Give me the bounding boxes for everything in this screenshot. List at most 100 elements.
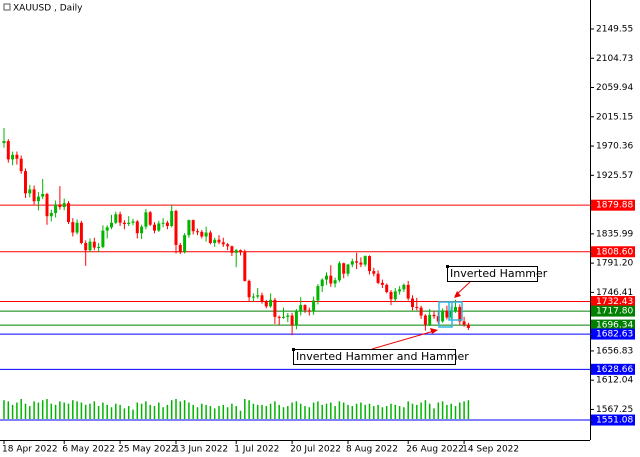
volume-bar [269, 403, 272, 419]
volume-bar [381, 407, 384, 419]
volume-bar [59, 401, 61, 419]
candle-body [84, 242, 88, 251]
candle-body [24, 171, 27, 194]
volume-bar [209, 406, 212, 419]
candle-body [363, 256, 367, 265]
volume-bar [97, 406, 100, 419]
candle-body [165, 222, 169, 227]
annotation-box [447, 266, 538, 282]
candle-body [239, 250, 242, 253]
candle-body [402, 284, 406, 290]
volume-bar [416, 404, 418, 419]
volume-bar [84, 404, 87, 419]
candle-body [368, 256, 371, 272]
candle-body [458, 307, 462, 322]
volume-bar [441, 401, 444, 419]
anchor [446, 265, 449, 268]
candle-body [454, 307, 457, 312]
volume-bar [149, 404, 151, 419]
icon [3, 3, 11, 11]
level-label-bg [591, 305, 635, 317]
candle-body [71, 222, 75, 233]
volume-bar [308, 407, 311, 419]
volume-bar [360, 402, 362, 419]
volume-bar [170, 400, 173, 419]
level-label-bg [591, 363, 635, 375]
volume-bar [407, 401, 409, 419]
volume-bar [235, 406, 237, 419]
volume-bar [295, 401, 298, 419]
arrow-head [430, 328, 438, 334]
candle-body [135, 221, 139, 234]
arrow-head [454, 291, 461, 298]
candle-body [144, 212, 148, 227]
volume-bar [162, 407, 164, 419]
candle-body [19, 158, 23, 172]
candle-body [11, 154, 15, 160]
volume-bar [67, 403, 70, 419]
x-tick-label: 13 Jun 2022 [174, 445, 228, 455]
level-label-bg [591, 199, 635, 211]
candle-body [269, 299, 273, 307]
volume-bar [89, 403, 91, 419]
volume-bar [136, 402, 139, 419]
candle-body [234, 250, 238, 253]
volume-bar [364, 404, 366, 419]
volume-bar [437, 402, 440, 419]
candle-body [277, 316, 281, 318]
candle-body [45, 193, 49, 217]
volume-bar [261, 404, 263, 419]
candle-body [97, 246, 101, 248]
volume-bar [213, 408, 216, 419]
candle-body [342, 263, 346, 274]
candle-body [32, 189, 36, 202]
volume-bar [20, 399, 22, 419]
volume-bar [239, 410, 242, 419]
candle-body [208, 232, 212, 243]
candle-body [49, 212, 53, 217]
candle-body [28, 189, 32, 194]
candle-body [282, 316, 285, 318]
volume-bar [226, 407, 229, 419]
candle-body [62, 203, 66, 208]
candle-body [92, 241, 96, 248]
candle-body [221, 242, 225, 245]
candle-body [329, 275, 333, 284]
candle-body [423, 315, 427, 325]
level-label: 1879.88 [596, 201, 633, 211]
level-label: 1551.08 [596, 416, 633, 426]
candle-body [428, 314, 432, 325]
volume-bar [347, 404, 349, 419]
y-tick-label: 2059.94 [596, 83, 633, 93]
candle-body [15, 154, 19, 159]
level-label-bg [591, 319, 635, 331]
candle-body [153, 224, 156, 231]
volume-bar [467, 400, 470, 419]
volume-bar [338, 401, 341, 419]
volume-bar [403, 407, 405, 419]
volume-bar [63, 402, 65, 419]
candle-body [36, 196, 40, 202]
level-label: 1696.34 [596, 321, 633, 331]
level-label: 1732.43 [596, 297, 633, 307]
volume-bar [106, 404, 108, 419]
y-tick-label: 1970.36 [596, 142, 633, 152]
candle-body [140, 226, 144, 234]
candle-body [75, 222, 79, 233]
candle-body [170, 210, 174, 227]
volume-bar [218, 406, 220, 419]
level-label-bg [591, 414, 635, 426]
volume-bar [153, 406, 156, 419]
volume-bar [325, 403, 328, 419]
candle-body [251, 296, 255, 298]
level-label-bg [591, 328, 635, 340]
y-tick-label: 1656.83 [596, 346, 633, 356]
x-tick-label: 8 Aug 2022 [346, 445, 398, 455]
candle-body [118, 214, 122, 223]
candle-body [217, 239, 221, 243]
candle-body [441, 310, 445, 322]
candle-body [359, 262, 363, 265]
candle-body [432, 314, 436, 317]
volume-bar [166, 404, 169, 419]
